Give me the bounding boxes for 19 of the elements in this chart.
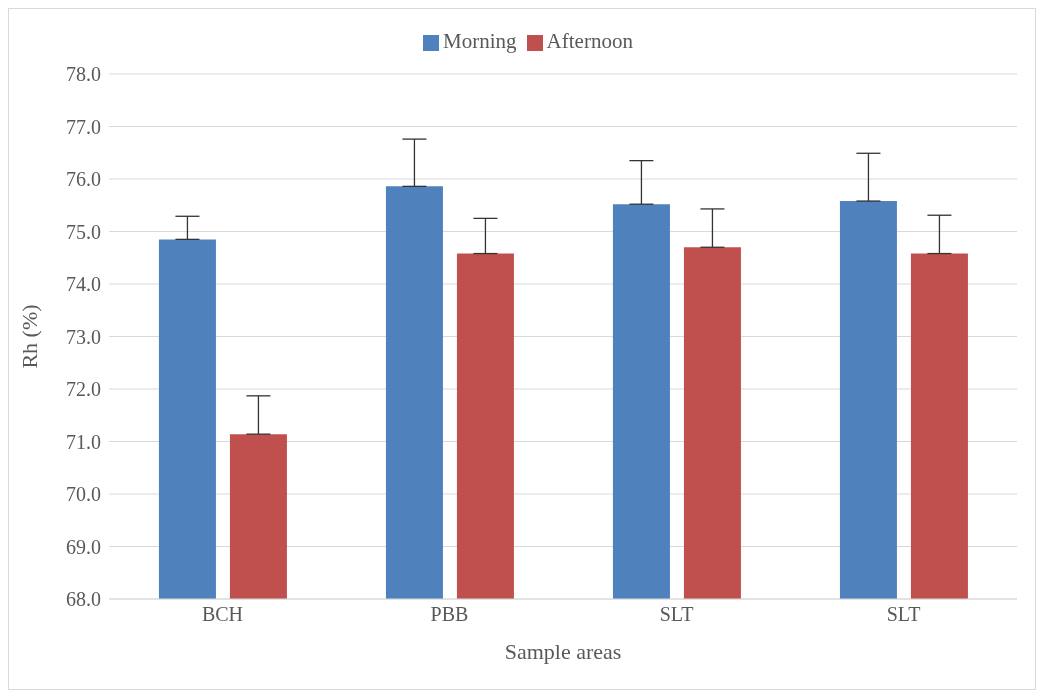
y-axis-title: Rh (%) xyxy=(16,304,42,369)
y-tick-label: 73.0 xyxy=(66,325,101,348)
legend-label: Afternoon xyxy=(546,29,633,53)
x-tick-label: SLT xyxy=(886,603,921,626)
y-tick-label: 77.0 xyxy=(66,115,101,138)
y-tick-label: 70.0 xyxy=(66,483,101,506)
y-tick-label: 74.0 xyxy=(66,273,101,296)
x-tick-label: PBB xyxy=(430,603,469,626)
x-axis-title: Sample areas xyxy=(504,639,622,664)
x-tick-label: BCH xyxy=(201,603,244,626)
y-tick-label: 72.0 xyxy=(66,378,101,401)
y-tick-label: 71.0 xyxy=(66,430,101,453)
legend-label: Morning xyxy=(443,29,517,53)
y-tick-label: 76.0 xyxy=(66,168,101,191)
y-tick-label: 68.0 xyxy=(66,588,101,611)
y-tick-label: 69.0 xyxy=(66,535,101,558)
y-tick-label: 78.0 xyxy=(66,63,101,86)
x-tick-label: SLT xyxy=(659,603,694,626)
y-tick-label: 75.0 xyxy=(66,220,101,243)
